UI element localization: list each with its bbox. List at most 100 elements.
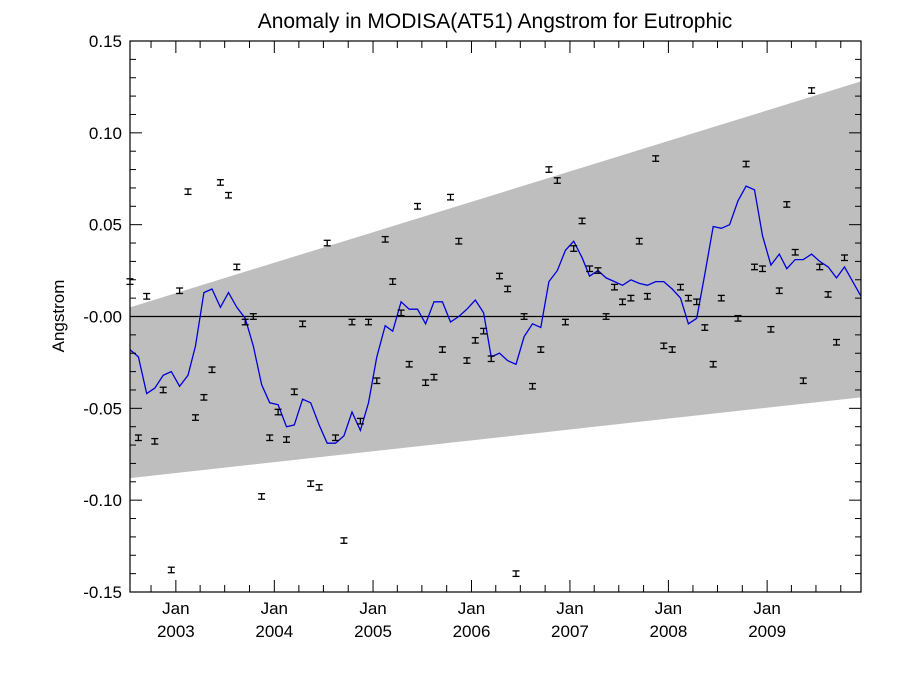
data-point <box>668 346 676 353</box>
data-point <box>520 313 528 320</box>
data-point <box>397 309 405 317</box>
data-point <box>151 437 159 445</box>
data-point <box>742 160 750 168</box>
data-point <box>274 408 282 416</box>
data-point <box>414 202 421 210</box>
x-tick-year-label: 2006 <box>453 622 491 641</box>
data-point <box>586 265 594 273</box>
data-point <box>808 87 816 94</box>
data-point <box>365 318 372 326</box>
y-tick-label: -0.15 <box>83 583 122 602</box>
data-point <box>734 314 742 322</box>
data-point <box>537 346 545 353</box>
data-point <box>717 294 725 302</box>
data-point <box>216 179 224 186</box>
x-tick-year-label: 2008 <box>649 622 687 641</box>
x-tick-month-label: Jan <box>261 599 288 618</box>
data-point <box>463 357 471 364</box>
data-point <box>652 155 660 162</box>
data-point <box>200 393 208 401</box>
y-tick-label: 0.10 <box>89 124 122 143</box>
data-point <box>553 177 561 184</box>
data-point <box>455 237 463 245</box>
data-point <box>192 414 199 421</box>
data-point <box>767 325 775 333</box>
data-point <box>480 327 488 335</box>
data-point <box>290 388 298 396</box>
data-point <box>677 283 684 291</box>
data-point <box>512 570 520 578</box>
data-point <box>307 480 315 488</box>
x-tick-year-label: 2004 <box>255 622 293 641</box>
data-point <box>693 298 701 306</box>
data-point <box>824 291 832 298</box>
data-point <box>430 373 438 381</box>
data-point <box>323 239 331 247</box>
data-point <box>619 298 626 306</box>
x-tick-month-label: Jan <box>458 599 485 618</box>
data-point <box>241 318 249 326</box>
data-point <box>233 263 241 271</box>
y-tick-label: -0.05 <box>83 399 122 418</box>
data-point <box>471 336 479 344</box>
data-point <box>660 342 668 350</box>
data-point <box>701 324 709 331</box>
data-point <box>332 434 339 442</box>
data-point <box>176 287 184 295</box>
data-point <box>783 201 791 208</box>
data-point <box>159 386 167 394</box>
data-point <box>635 237 643 245</box>
chart-title: Anomaly in MODISA(AT51) Angstrom for Eut… <box>258 10 733 33</box>
data-point <box>611 283 618 291</box>
data-point <box>643 292 651 300</box>
data-point <box>315 483 323 491</box>
y-tick-label: 0.15 <box>89 32 122 51</box>
x-tick-year-label: 2003 <box>157 622 195 641</box>
data-point <box>561 318 569 326</box>
data-point <box>249 313 257 320</box>
data-point <box>184 188 192 196</box>
data-point <box>594 267 602 274</box>
data-point <box>570 245 578 252</box>
trend-band <box>130 81 861 479</box>
data-point <box>299 320 307 328</box>
data-point <box>340 537 348 544</box>
x-tick-year-label: 2005 <box>354 622 392 641</box>
data-point <box>496 272 503 280</box>
data-point <box>225 191 232 199</box>
data-point <box>283 436 290 443</box>
data-point <box>578 217 586 225</box>
x-tick-month-label: Jan <box>162 599 189 618</box>
x-tick-month-label: Jan <box>655 599 682 618</box>
data-point <box>799 377 807 385</box>
data-point <box>381 235 389 243</box>
y-axis-label: Angstrom <box>49 280 68 353</box>
data-point <box>775 287 783 295</box>
x-tick-year-label: 2009 <box>748 622 786 641</box>
data-point <box>627 294 635 302</box>
data-point <box>208 366 216 374</box>
data-point <box>266 434 274 442</box>
data-point <box>841 254 848 262</box>
data-point <box>143 292 151 300</box>
data-point <box>167 566 175 574</box>
data-point <box>684 294 692 302</box>
data-point <box>504 285 512 293</box>
data-point <box>545 166 553 173</box>
data-point <box>709 360 717 368</box>
y-tick-label: -0.10 <box>83 491 122 510</box>
y-tick-label: 0.05 <box>89 216 122 235</box>
plot-area: 0.15 0.10 0.05 -0.00 -0.05 -0.10 -0.15 Jan 2003 J… <box>83 32 862 641</box>
data-point <box>447 193 454 201</box>
data-point <box>422 379 430 387</box>
data-point <box>529 382 536 390</box>
y-tick-label: -0.00 <box>83 308 122 327</box>
x-tick-month-label: Jan <box>359 599 386 618</box>
data-point <box>816 263 824 271</box>
data-point <box>791 248 799 256</box>
data-point <box>759 265 766 273</box>
data-point <box>348 318 356 326</box>
data-point <box>751 263 758 271</box>
data-point <box>373 377 381 385</box>
